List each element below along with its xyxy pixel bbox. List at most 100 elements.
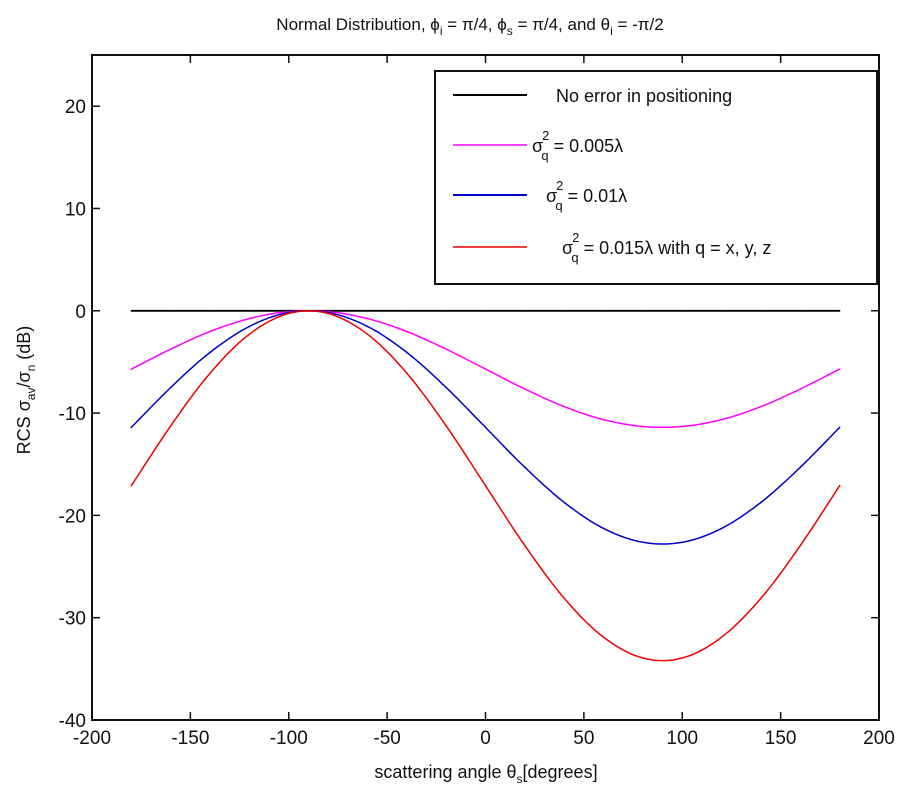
- data-point: [799, 466, 802, 469]
- data-point: [406, 309, 408, 312]
- x-tick-label: -50: [373, 728, 400, 749]
- data-point: [287, 312, 290, 315]
- data-point: [209, 330, 211, 333]
- data-point: [563, 405, 565, 408]
- title-eq2: = π/4, and: [513, 15, 601, 34]
- data-point: [720, 309, 723, 312]
- data-point: [681, 309, 684, 312]
- data-point: [169, 425, 172, 427]
- y-tick-label: 0: [75, 302, 86, 323]
- data-point: [760, 501, 762, 504]
- data-point: [366, 317, 369, 320]
- data-point: [406, 372, 408, 374]
- data-point: [130, 368, 133, 370]
- data-point: [563, 309, 565, 312]
- data-point: [524, 388, 526, 390]
- legend-box: [434, 70, 878, 285]
- data-point: [681, 657, 684, 659]
- data-point: [130, 484, 133, 487]
- data-point: [445, 309, 447, 312]
- data-point: [248, 325, 251, 328]
- data-point: [720, 418, 723, 421]
- legend-label-no-error: No error in positioning: [556, 86, 732, 106]
- data-point: [720, 527, 723, 530]
- data-point: [681, 541, 684, 544]
- y-tick-label: 10: [65, 199, 86, 220]
- data-point: [248, 309, 251, 312]
- title-sub-i: i: [440, 24, 443, 38]
- y-tick-label: -20: [59, 506, 86, 527]
- data-point: [169, 386, 172, 389]
- legend-label-0005: σ2 q = 0.005λ: [532, 128, 623, 163]
- data-point: [484, 368, 487, 370]
- data-point: [681, 425, 684, 428]
- data-point: [248, 317, 251, 320]
- data-point: [445, 425, 447, 427]
- data-point: [799, 544, 802, 547]
- data-point: [366, 325, 369, 328]
- data-point: [524, 309, 526, 312]
- y-tick-label: 20: [65, 97, 86, 118]
- title-eq3: = -π/2: [613, 15, 664, 34]
- data-point: [209, 351, 211, 354]
- y-tick-label: -10: [59, 404, 86, 425]
- y-axis-label: RCS σav/σn (dB): [14, 326, 38, 455]
- series-layer: [130, 309, 841, 662]
- data-point: [602, 418, 605, 421]
- data-point: [838, 484, 841, 487]
- title-phi-s: ϕ: [497, 15, 507, 34]
- title-phi-i: ϕ: [430, 15, 440, 34]
- data-point: [484, 484, 487, 487]
- data-point: [642, 657, 644, 659]
- data-point: [602, 636, 605, 639]
- data-point: [760, 597, 762, 600]
- data-point: [169, 348, 172, 350]
- y-tick-label: -30: [59, 609, 86, 630]
- data-point: [366, 333, 369, 335]
- legend-label-0015: σ2 q = 0.015λ with q = x, y, z: [562, 230, 771, 265]
- title-prefix: Normal Distribution,: [276, 15, 430, 34]
- data-point: [799, 309, 802, 312]
- data-point: [406, 351, 408, 354]
- data-point: [838, 309, 841, 312]
- x-tick-label: -100: [270, 728, 308, 749]
- y-tick-label: -40: [59, 711, 86, 732]
- x-tick-label: 0: [480, 728, 491, 749]
- legend-label-001: σ2 q = 0.01λ: [546, 178, 627, 213]
- data-point: [169, 309, 172, 312]
- chart-title: Normal Distribution, ϕi = π/4, ϕs = π/4,…: [276, 15, 663, 38]
- data-point: [406, 330, 408, 333]
- data-point: [524, 466, 526, 469]
- data-point: [130, 426, 133, 429]
- data-point: [838, 368, 841, 370]
- data-point: [524, 544, 526, 547]
- data-point: [484, 426, 487, 429]
- data-point: [366, 309, 369, 312]
- data-point: [445, 386, 447, 389]
- data-point: [760, 405, 762, 408]
- x-tick-label: 150: [765, 728, 797, 749]
- data-point: [130, 309, 133, 312]
- data-point: [602, 309, 605, 312]
- data-point: [720, 636, 723, 639]
- axes-layer: -200 -150 -100 -50 0 50 100 150 200-40-30-20-100…: [59, 54, 895, 749]
- x-axis-label: scattering angle θs[degrees]: [374, 762, 597, 786]
- title-theta: θ: [601, 15, 610, 34]
- legend: No error in positioning σ2 q = 0.005λ σ2 q…: [434, 70, 878, 285]
- data-point: [799, 388, 802, 390]
- data-point: [642, 541, 644, 544]
- data-point: [602, 527, 605, 530]
- title-sub-s: s: [507, 24, 513, 38]
- title-eq1: = π/4,: [443, 15, 498, 34]
- data-point: [248, 333, 251, 335]
- x-tick-label: -200: [73, 728, 111, 749]
- title-sub-theta-i: i: [610, 24, 613, 38]
- data-point: [642, 309, 644, 312]
- data-point: [327, 312, 329, 315]
- x-tick-label: 200: [863, 728, 895, 749]
- data-point: [209, 309, 211, 312]
- data-point: [838, 426, 841, 429]
- data-point: [563, 501, 565, 504]
- x-tick-label: 50: [573, 728, 594, 749]
